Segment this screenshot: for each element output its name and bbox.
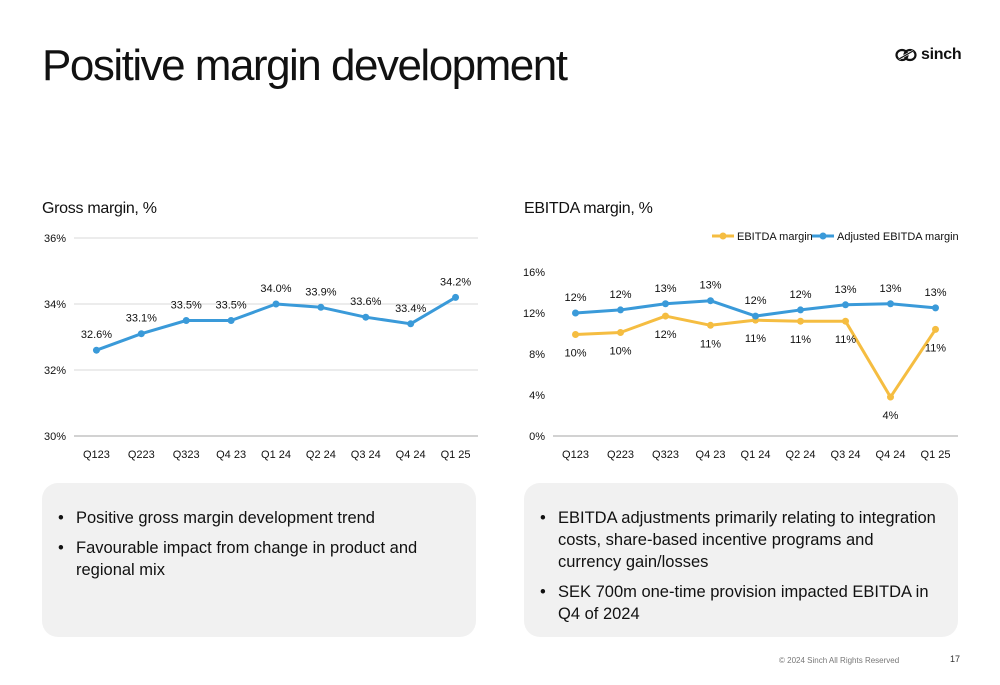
legend-swatch-marker [719, 232, 727, 240]
ebitda-margin-xtick-label: Q4 23 [696, 449, 726, 461]
gross-margin-xtick-label: Q3 24 [351, 449, 381, 461]
ebitda-margin-data-point [572, 331, 579, 339]
ebitda-margin-data-point [932, 304, 939, 312]
legend-label: EBITDA margin [737, 231, 813, 243]
ebitda-margin-data-label: 11% [700, 338, 721, 350]
gross-margin-data-point [137, 330, 145, 338]
ebitda-margin-xtick-label: Q323 [652, 449, 679, 461]
gross-margin-data-point [452, 293, 460, 301]
gross-margin-xtick-label: Q1 25 [441, 449, 471, 461]
ebitda-margin-ytick-label: 0% [529, 431, 545, 443]
gross-margin-ytick-label: 30% [44, 431, 66, 443]
gross-margin-xtick-label: Q1 24 [261, 449, 291, 461]
gross-margin-ytick-label: 34% [44, 299, 66, 311]
ebitda-margin-data-point [887, 393, 894, 401]
ebitda-margin-xtick-label: Q4 24 [876, 449, 906, 461]
gross-margin-data-label: 33.1% [126, 313, 157, 325]
legend-swatch-marker [819, 232, 827, 240]
gross-margin-data-point [407, 320, 415, 328]
ebitda-margin-data-label: 10% [609, 345, 631, 357]
gross-margin-xtick-label: Q123 [83, 449, 110, 461]
ebitda-margin-data-point [662, 300, 669, 308]
ebitda-margin-data-label: 4% [883, 410, 899, 422]
gross-margin-ytick-label: 32% [44, 365, 66, 377]
gross-margin-data-label: 33.5% [216, 300, 247, 312]
ebitda-margin-data-label: 12% [564, 292, 586, 304]
ebitda-bullet: SEK 700m one-time provision impacted EBI… [540, 581, 938, 625]
gross-margin-bullet: Favourable impact from change in product… [58, 537, 456, 581]
gross-margin-data-point [92, 346, 100, 354]
copyright-footer: © 2024 Sinch All Rights Reserved [779, 656, 900, 665]
ebitda-margin-data-point [887, 300, 894, 308]
ebitda-margin-data-label: 13% [924, 287, 946, 299]
legend-label: Adjusted EBITDA margin [837, 231, 959, 243]
ebitda-margin-data-label: 12% [744, 295, 766, 307]
ebitda-margin-data-label: 13% [834, 284, 856, 296]
gross-margin-bullet: Positive gross margin development trend [58, 507, 456, 529]
ebitda-margin-data-label: 12% [789, 289, 811, 301]
ebitda-margin-data-point [617, 306, 624, 314]
ebitda-margin-ytick-label: 4% [529, 390, 545, 402]
ebitda-margin-data-point [572, 309, 579, 317]
ebitda-margin-data-point [797, 306, 804, 314]
gross-margin-data-label: 33.6% [350, 296, 381, 308]
ebitda-margin-data-label: 12% [609, 289, 631, 301]
ebitda-bullet: EBITDA adjustments primarily relating to… [540, 507, 938, 573]
sinch-logo-icon [895, 48, 917, 62]
ebitda-margin-data-label: 13% [879, 283, 901, 295]
ebitda-margin-xtick-label: Q123 [562, 449, 589, 461]
sinch-logo: sinch [895, 46, 962, 64]
ebitda-margin-xtick-label: Q1 24 [741, 449, 771, 461]
ebitda-margin-data-label: 13% [699, 280, 721, 292]
gross-margin-chart-title: Gross margin, % [42, 200, 157, 217]
gross-margin-data-label: 34.0% [260, 283, 291, 295]
gross-margin-notes-box: Positive gross margin development trend … [42, 483, 476, 637]
gross-margin-ytick-label: 36% [44, 233, 66, 245]
ebitda-margin-xtick-label: Q3 24 [831, 449, 861, 461]
ebitda-margin-ytick-label: 8% [529, 349, 545, 361]
ebitda-margin-data-label: 10% [564, 348, 586, 360]
gross-margin-xtick-label: Q223 [128, 449, 155, 461]
ebitda-margin-data-point [842, 301, 849, 309]
gross-margin-data-point [227, 317, 235, 324]
ebitda-margin-data-label: 11% [790, 334, 811, 346]
ebitda-margin-xtick-label: Q2 24 [786, 449, 816, 461]
ebitda-margin-data-label: 13% [654, 283, 676, 295]
ebitda-margin-data-point [617, 328, 624, 336]
gross-margin-data-label: 33.9% [305, 286, 336, 298]
ebitda-margin-xtick-label: Q1 25 [921, 449, 951, 461]
gross-margin-data-point [317, 303, 325, 311]
gross-margin-data-point [272, 300, 280, 308]
ebitda-margin-data-point [662, 312, 669, 320]
sinch-logo-text: sinch [921, 46, 962, 63]
gross-margin-data-point [362, 313, 370, 321]
gross-margin-xtick-label: Q4 24 [396, 449, 426, 461]
ebitda-margin-data-point [707, 321, 714, 329]
gross-margin-xtick-label: Q2 24 [306, 449, 336, 461]
ebitda-margin-data-label: 11% [745, 333, 766, 345]
ebitda-margin-chart-title: EBITDA margin, % [524, 200, 653, 217]
gross-margin-data-point [182, 317, 190, 324]
gross-margin-data-label: 33.4% [395, 303, 426, 315]
ebitda-margin-data-label: 11% [925, 342, 946, 354]
gross-margin-xtick-label: Q4 23 [216, 449, 246, 461]
ebitda-notes-box: EBITDA adjustments primarily relating to… [524, 483, 958, 637]
gross-margin-xtick-label: Q323 [173, 449, 200, 461]
ebitda-margin-ytick-label: 12% [523, 308, 545, 320]
ebitda-margin-data-label: 12% [654, 329, 676, 341]
page-number: 17 [950, 654, 961, 664]
ebitda-margin-data-point [707, 297, 714, 305]
ebitda-margin-ytick-label: 16% [523, 267, 545, 279]
ebitda-margin-data-point [932, 325, 939, 333]
ebitda-margin-xtick-label: Q223 [607, 449, 634, 461]
page-title: Positive margin development [42, 41, 568, 90]
ebitda-margin-data-point [842, 317, 849, 325]
gross-margin-data-label: 33.5% [171, 300, 202, 312]
ebitda-margin-data-point [797, 317, 804, 325]
gross-margin-data-label: 32.6% [81, 329, 112, 341]
gross-margin-data-label: 34.2% [440, 276, 471, 288]
ebitda-margin-data-point [752, 312, 759, 320]
ebitda-margin-data-label: 11% [835, 334, 856, 346]
